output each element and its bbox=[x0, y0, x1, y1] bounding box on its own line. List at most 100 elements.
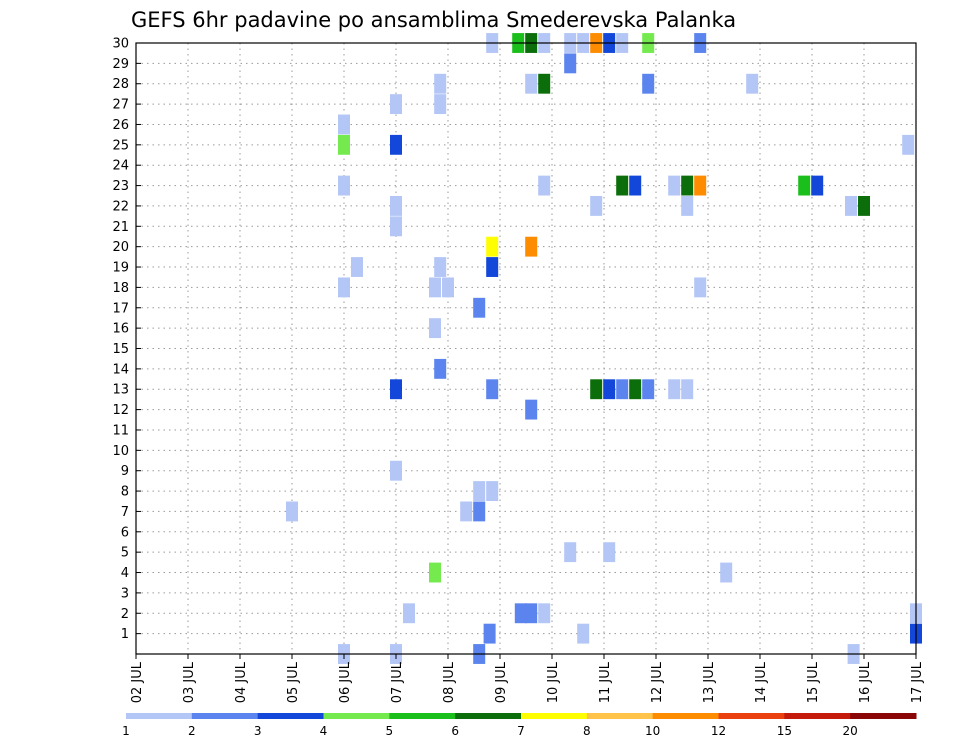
precip-cell bbox=[681, 379, 694, 400]
legend-color-box bbox=[784, 713, 851, 719]
legend-label: 10 bbox=[645, 724, 660, 738]
legend-color-box bbox=[257, 713, 324, 719]
precip-cell bbox=[473, 297, 486, 318]
precip-cell bbox=[694, 277, 707, 298]
y-tick-label: 12 bbox=[112, 403, 129, 418]
precip-cell bbox=[390, 94, 402, 115]
precip-cell bbox=[616, 379, 629, 400]
legend-color-box bbox=[850, 713, 917, 719]
precip-cell bbox=[351, 257, 363, 277]
y-tick-label: 27 bbox=[112, 98, 129, 113]
precip-cell bbox=[338, 134, 350, 155]
legend-label: 4 bbox=[320, 724, 328, 738]
y-tick-label: 3 bbox=[121, 586, 129, 601]
precip-cell bbox=[538, 175, 551, 196]
precip-cell bbox=[460, 501, 473, 522]
precip-cell bbox=[442, 277, 454, 298]
precip-cell bbox=[483, 623, 496, 644]
legend-color-box bbox=[718, 713, 785, 719]
precip-cell bbox=[338, 114, 350, 135]
y-tick-label: 9 bbox=[121, 464, 129, 479]
y-tick-label: 11 bbox=[112, 423, 129, 438]
y-axis: 1234567891011121314151617181920212223242… bbox=[112, 37, 141, 642]
y-tick-label: 18 bbox=[112, 281, 129, 296]
y-tick-label: 14 bbox=[112, 362, 129, 377]
precip-cell bbox=[429, 562, 441, 583]
legend-color-box bbox=[586, 713, 654, 719]
x-tick-label: 07 JUL bbox=[390, 661, 405, 703]
legend-label: 8 bbox=[583, 724, 591, 738]
y-tick-label: 24 bbox=[112, 159, 129, 174]
precip-cell bbox=[629, 379, 642, 400]
precip-cell bbox=[603, 379, 616, 400]
y-tick-label: 13 bbox=[112, 383, 129, 398]
precip-cell bbox=[720, 562, 733, 583]
precip-cell bbox=[390, 134, 402, 155]
y-tick-label: 28 bbox=[112, 77, 129, 92]
y-tick-label: 30 bbox=[112, 37, 129, 52]
precip-cell bbox=[525, 603, 538, 624]
legend-label: 20 bbox=[843, 724, 858, 738]
x-tick-label: 04 JUL bbox=[234, 661, 249, 703]
y-tick-label: 29 bbox=[112, 57, 129, 72]
legend-label: 15 bbox=[777, 724, 792, 738]
legend-label: 12 bbox=[711, 724, 726, 738]
x-tick-label: 08 JUL bbox=[442, 661, 457, 703]
legend-color-box bbox=[191, 713, 259, 719]
precipitation-cells bbox=[286, 33, 922, 664]
precip-cell bbox=[746, 73, 759, 94]
legend-color-box bbox=[521, 713, 588, 719]
legend-color-box bbox=[455, 713, 522, 719]
x-tick-label: 06 JUL bbox=[338, 661, 353, 703]
legend-color-box bbox=[652, 713, 719, 719]
y-tick-label: 17 bbox=[112, 301, 129, 316]
y-tick-label: 23 bbox=[112, 179, 129, 194]
x-tick-label: 05 JUL bbox=[286, 661, 301, 703]
x-tick-label: 14 JUL bbox=[754, 661, 769, 703]
legend-color-box bbox=[389, 713, 456, 719]
y-tick-label: 22 bbox=[112, 199, 129, 214]
y-tick-label: 6 bbox=[121, 525, 129, 540]
x-tick-label: 15 JUL bbox=[806, 661, 821, 703]
precip-cell bbox=[486, 257, 499, 277]
precip-cell bbox=[603, 542, 616, 563]
precip-cell bbox=[486, 236, 499, 257]
precip-cell bbox=[434, 257, 447, 277]
precip-cell bbox=[473, 501, 486, 522]
precip-cell bbox=[390, 196, 402, 216]
x-tick-label: 16 JUL bbox=[858, 661, 873, 703]
x-tick-label: 17 JUL bbox=[910, 661, 925, 703]
precip-cell bbox=[434, 358, 447, 379]
y-tick-label: 20 bbox=[112, 240, 129, 255]
precip-cell bbox=[338, 277, 350, 298]
precip-cell bbox=[858, 196, 870, 216]
y-tick-label: 8 bbox=[121, 485, 129, 500]
y-tick-label: 10 bbox=[112, 444, 129, 459]
precip-cell bbox=[681, 196, 694, 216]
y-tick-label: 4 bbox=[121, 566, 129, 581]
legend-label: 1 bbox=[122, 724, 130, 738]
legend-label: 6 bbox=[451, 724, 459, 738]
precip-cell bbox=[629, 175, 642, 196]
precip-cell bbox=[694, 175, 707, 196]
grid bbox=[135, 42, 917, 654]
x-tick-label: 10 JUL bbox=[546, 661, 561, 703]
y-tick-label: 21 bbox=[112, 220, 129, 235]
legend-color-box bbox=[126, 713, 193, 719]
precip-cell bbox=[668, 379, 681, 400]
legend-color-box bbox=[323, 713, 390, 719]
precip-cell bbox=[486, 379, 499, 400]
precip-cell bbox=[577, 623, 590, 644]
precip-cell bbox=[434, 73, 447, 94]
y-tick-label: 1 bbox=[121, 627, 129, 642]
precip-cell bbox=[403, 603, 415, 624]
precip-cell bbox=[514, 603, 527, 624]
precip-cell bbox=[538, 603, 551, 624]
legend-label: 7 bbox=[517, 724, 525, 738]
precip-cell bbox=[642, 379, 655, 400]
precip-cell bbox=[429, 318, 441, 339]
precip-cell bbox=[642, 73, 655, 94]
precip-cell bbox=[616, 175, 629, 196]
precip-cell bbox=[338, 175, 350, 196]
